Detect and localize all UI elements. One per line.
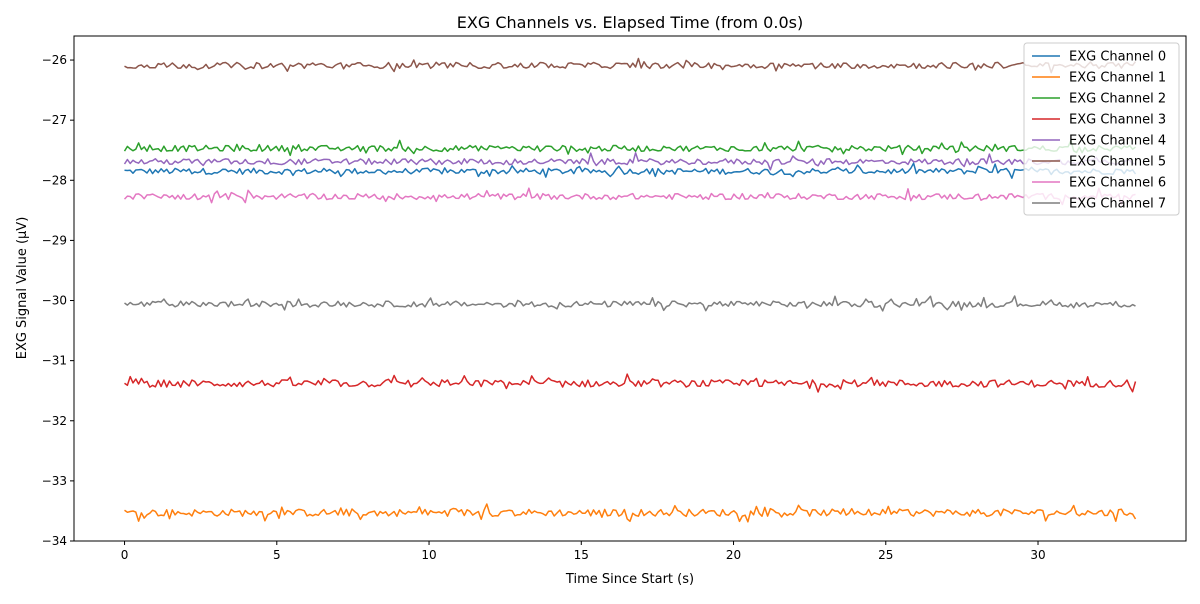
- series-line-channel-3: [124, 373, 1137, 393]
- legend-label: EXG Channel 7: [1069, 197, 1166, 212]
- series-line-channel-4: [123, 152, 1136, 171]
- x-tick-label: 30: [1030, 548, 1045, 562]
- chart-title: EXG Channels vs. Elapsed Time (from 0.0s…: [457, 13, 803, 32]
- x-tick-label: 0: [121, 548, 129, 562]
- plot-lines: [123, 57, 1137, 523]
- series-line-channel-7: [124, 295, 1136, 312]
- y-tick-label: −34: [42, 534, 67, 548]
- series-line-channel-6: [123, 187, 1136, 206]
- y-tick-label: −28: [42, 173, 67, 187]
- legend-label: EXG Channel 2: [1069, 92, 1166, 107]
- legend-label: EXG Channel 1: [1069, 71, 1166, 86]
- series-line-channel-1: [124, 503, 1137, 523]
- series-line-channel-2: [123, 139, 1136, 157]
- legend: EXG Channel 0 EXG Channel 1 EXG Channel 2 E…: [1023, 42, 1180, 216]
- x-tick-label: 10: [421, 548, 436, 562]
- legend-label: EXG Channel 3: [1069, 113, 1166, 128]
- x-tick-label: 20: [726, 548, 741, 562]
- y-tick-label: −33: [42, 474, 67, 488]
- legend-label: EXG Channel 6: [1069, 176, 1166, 191]
- series-line-channel-0: [124, 162, 1137, 179]
- legend-label: EXG Channel 0: [1069, 50, 1166, 65]
- x-axis-ticks: 0 5 10 15 20 25 30: [121, 541, 1046, 562]
- x-tick-label: 5: [273, 548, 281, 562]
- x-axis-label: Time Since Start (s): [565, 572, 694, 587]
- x-tick-label: 15: [574, 548, 589, 562]
- y-tick-label: −26: [42, 53, 67, 67]
- y-tick-label: −27: [42, 113, 67, 127]
- y-axis-ticks: −34 −33 −32 −31 −30 −29 −28 −27 −26: [42, 53, 74, 548]
- x-tick-label: 25: [878, 548, 893, 562]
- y-tick-label: −32: [42, 414, 67, 428]
- y-tick-label: −30: [42, 294, 67, 308]
- y-tick-label: −31: [42, 354, 67, 368]
- legend-label: EXG Channel 5: [1069, 155, 1166, 170]
- legend-frame: [1023, 42, 1180, 216]
- series-line-channel-5: [124, 57, 1137, 74]
- legend-items: EXG Channel 0 EXG Channel 1 EXG Channel 2 E…: [1032, 50, 1166, 212]
- axes-frame: [73, 35, 1187, 542]
- y-tick-label: −29: [42, 233, 67, 247]
- y-axis-label: EXG Signal Value (µV): [15, 217, 30, 360]
- legend-label: EXG Channel 4: [1069, 134, 1166, 149]
